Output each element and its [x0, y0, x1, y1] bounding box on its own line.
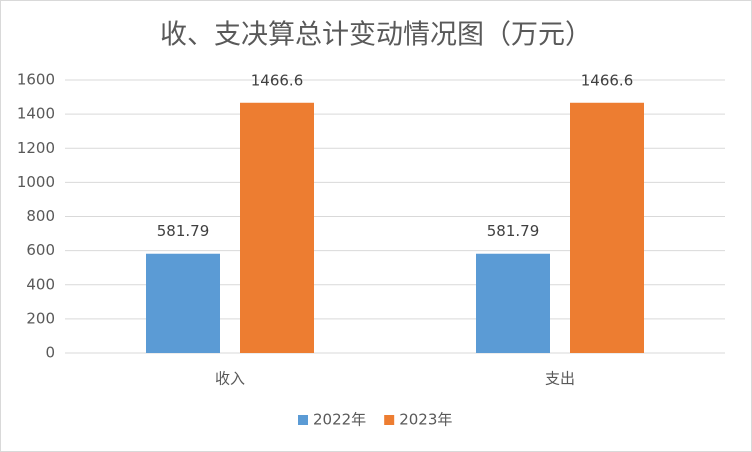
- x-tick-label: 支出: [545, 370, 575, 388]
- legend-swatch: [384, 415, 395, 425]
- legend-label: 2023年: [399, 411, 452, 429]
- legend-label: 2022年: [313, 411, 366, 429]
- bar: [240, 102, 314, 353]
- y-tick-label: 1400: [17, 105, 55, 123]
- y-tick-label: 1000: [17, 173, 55, 191]
- chart-title: 收、支决算总计变动情况图（万元）: [160, 20, 592, 51]
- data-label: 1466.6: [581, 71, 634, 89]
- data-label: 581.79: [487, 222, 540, 240]
- bar: [146, 253, 220, 353]
- y-tick-label: 200: [26, 309, 55, 327]
- y-tick-label: 1200: [17, 139, 55, 157]
- bar: [570, 102, 644, 353]
- y-tick-label: 1600: [17, 71, 55, 89]
- legend-swatch: [298, 415, 308, 425]
- data-label: 1466.6: [251, 71, 304, 89]
- x-tick-label: 收入: [215, 370, 245, 388]
- bar: [476, 253, 550, 353]
- y-tick-label: 600: [26, 241, 55, 259]
- y-tick-label: 800: [26, 207, 55, 225]
- y-tick-label: 0: [45, 344, 55, 362]
- y-tick-label: 400: [26, 275, 55, 293]
- data-label: 581.79: [157, 222, 210, 240]
